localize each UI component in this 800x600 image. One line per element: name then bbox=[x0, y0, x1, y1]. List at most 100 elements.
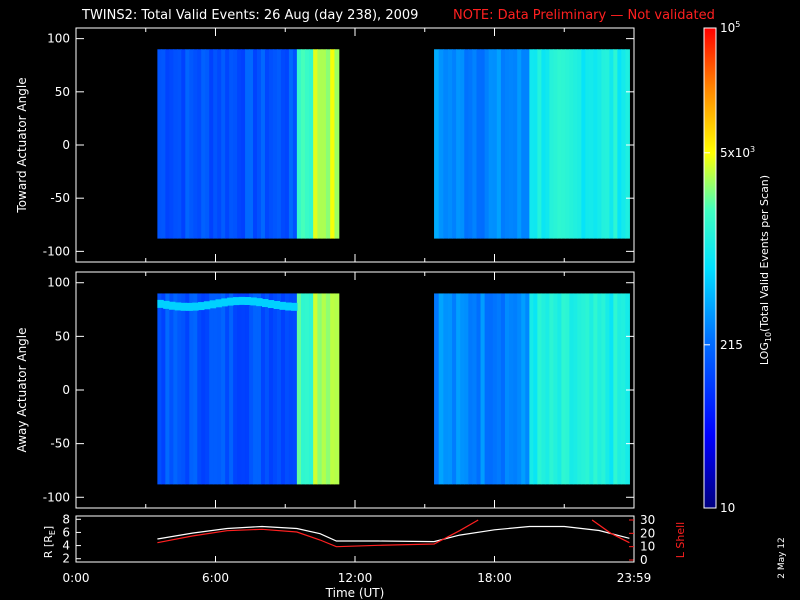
heatmap-cell bbox=[504, 293, 510, 485]
heatmap-cell bbox=[573, 293, 578, 485]
heatmap-cell bbox=[533, 293, 538, 485]
lshell-tick-label: 30 bbox=[640, 513, 655, 527]
y-tick-label: -50 bbox=[50, 191, 70, 205]
title-main: TWINS2: Total Valid Events: 26 Aug (day … bbox=[81, 8, 418, 23]
heatmap-band-cell bbox=[262, 299, 269, 308]
time-tick-label: 23:59 bbox=[617, 571, 652, 585]
heatmap-cell bbox=[525, 293, 530, 485]
heatmap-band-cell bbox=[215, 299, 222, 308]
heatmap-band-cell bbox=[285, 302, 292, 311]
heatmap-cell bbox=[549, 293, 554, 485]
heatmap-cell bbox=[300, 49, 306, 239]
heatmap-cell bbox=[476, 49, 482, 239]
colorbar: 105 5x103 215 10 LOG10(Total Valid Events p… bbox=[703, 20, 773, 515]
heatmap-cell bbox=[257, 293, 262, 485]
heatmap-cell bbox=[321, 49, 327, 239]
heatmap-cell bbox=[305, 293, 310, 485]
heatmap-cell bbox=[284, 49, 290, 239]
heatmap-cell bbox=[601, 293, 606, 485]
heatmap-cell bbox=[468, 293, 474, 485]
heatmap-cell bbox=[253, 49, 258, 239]
heatmap-cell bbox=[237, 293, 242, 485]
heatmap-cell bbox=[517, 49, 522, 239]
heatmap-cell bbox=[589, 293, 594, 485]
lshell-line bbox=[591, 519, 630, 544]
heatmap-cell bbox=[513, 49, 518, 239]
heatmap-cell bbox=[193, 49, 198, 239]
heatmap-cell bbox=[480, 293, 486, 485]
heatmap-cell bbox=[237, 49, 242, 239]
r-axis-label: R [RE] bbox=[42, 526, 57, 558]
heatmap-cell bbox=[577, 49, 582, 239]
heatmap-cell bbox=[292, 49, 298, 239]
heatmap-cell bbox=[185, 49, 190, 239]
heatmap-cell bbox=[504, 49, 510, 239]
heatmap-band-cell bbox=[209, 300, 217, 309]
heatmap-cell bbox=[272, 293, 278, 485]
heatmap-cell bbox=[581, 293, 586, 485]
toward-y-axis-label: Toward Actuator Angle bbox=[15, 77, 29, 213]
heatmap-cell bbox=[513, 293, 518, 485]
heatmap-cell bbox=[617, 293, 622, 485]
heatmap-cell bbox=[549, 49, 554, 239]
colorbar-tick-label: 105 bbox=[720, 20, 740, 35]
heatmap-cell bbox=[484, 293, 490, 485]
colorbar-tick-label: 5x103 bbox=[720, 145, 755, 160]
heatmap-cell bbox=[609, 49, 614, 239]
heatmap-cell bbox=[201, 49, 206, 239]
colorbar-tick-label: 215 bbox=[720, 338, 743, 352]
heatmap-cell bbox=[434, 293, 440, 485]
heatmap-band-cell bbox=[232, 297, 240, 306]
colorbar-gradient bbox=[704, 28, 716, 508]
heatmap-cell bbox=[280, 293, 286, 485]
heatmap-cell bbox=[621, 293, 626, 485]
heatmap-cell bbox=[272, 49, 278, 239]
heatmap-cell bbox=[317, 293, 323, 485]
heatmap-band-cell bbox=[291, 302, 298, 311]
lshell-tick-label: 10 bbox=[640, 540, 655, 554]
r-tick-label: 6 bbox=[62, 525, 70, 539]
heatmap-cell bbox=[496, 49, 502, 239]
heatmap-cell bbox=[300, 293, 306, 485]
r-tick-label: 4 bbox=[62, 539, 70, 553]
heatmap-cell bbox=[545, 49, 550, 239]
heatmap-cell bbox=[472, 293, 478, 485]
heatmap-cell bbox=[565, 293, 570, 485]
heatmap-cell bbox=[205, 49, 210, 239]
heatmap-cell bbox=[468, 49, 474, 239]
heatmap-cell bbox=[334, 293, 340, 485]
heatmap-cell bbox=[545, 293, 550, 485]
heatmap-cell bbox=[621, 49, 626, 239]
heatmap-cell bbox=[509, 49, 514, 239]
heatmap-cell bbox=[496, 293, 502, 485]
footer-date: 2 May 12 bbox=[777, 537, 787, 579]
heatmap-cell bbox=[225, 293, 230, 485]
heatmap-band-cell bbox=[186, 302, 193, 311]
y-tick-label: -100 bbox=[43, 490, 70, 504]
heatmap-cell bbox=[233, 49, 238, 239]
heatmap-cell bbox=[581, 49, 586, 239]
heatmap-cell bbox=[217, 293, 222, 485]
x-axis-label: Time (UT) bbox=[325, 586, 385, 600]
heatmap-cell bbox=[173, 293, 178, 485]
heatmap-cell bbox=[157, 293, 162, 485]
heatmap-band-cell bbox=[256, 298, 263, 307]
heatmap-cell bbox=[601, 49, 606, 239]
heatmap-cell bbox=[313, 293, 319, 485]
toward-heatmap-cells bbox=[157, 49, 630, 239]
heatmap-cell bbox=[541, 293, 546, 485]
heatmap-cell bbox=[321, 293, 327, 485]
heatmap-band-cell bbox=[198, 302, 205, 311]
heatmap-cell bbox=[553, 293, 558, 485]
heatmap-cell bbox=[492, 49, 498, 239]
heatmap-cell bbox=[264, 293, 270, 485]
away-actuator-panel: 100 50 0 -50 -100 Away Actuator Angle bbox=[15, 271, 635, 509]
heatmap-band-cell bbox=[238, 296, 246, 305]
heatmap-cell bbox=[233, 293, 238, 485]
heatmap-band-cell bbox=[157, 299, 164, 308]
heatmap-cell bbox=[488, 293, 494, 485]
heatmap-band-cell bbox=[163, 300, 170, 309]
heatmap-cell bbox=[197, 293, 202, 485]
